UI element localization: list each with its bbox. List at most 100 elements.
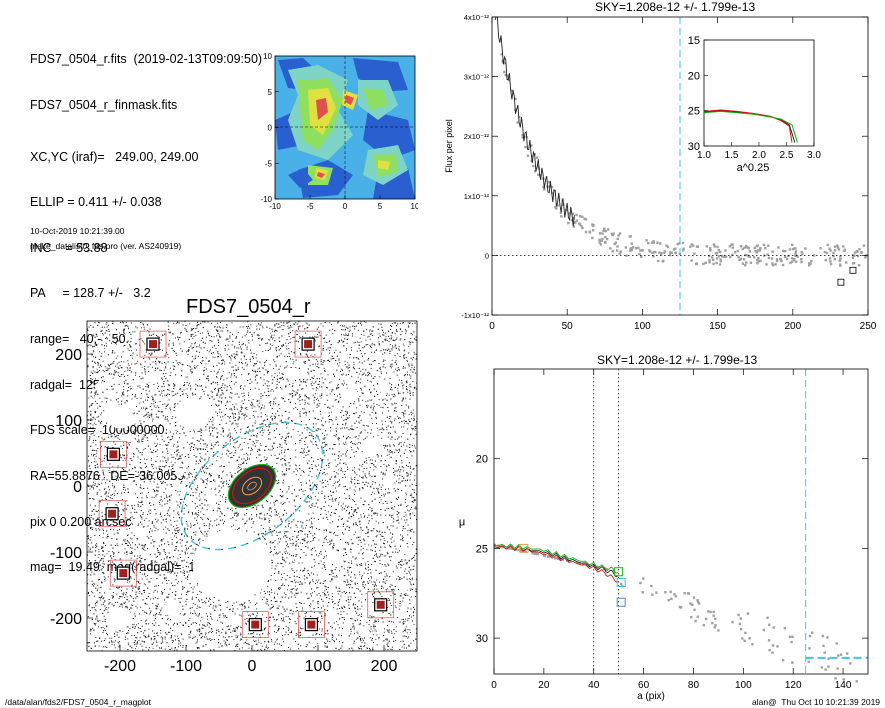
noise-pixel bbox=[125, 594, 127, 596]
noise-pixel bbox=[190, 587, 192, 588]
noise-pixel bbox=[147, 469, 149, 471]
noise-pixel bbox=[120, 374, 122, 376]
noise-pixel bbox=[344, 471, 346, 472]
noise-pixel bbox=[250, 405, 252, 407]
noise-pixel bbox=[402, 527, 404, 529]
noise-pixel bbox=[288, 462, 290, 464]
noise-pixel bbox=[270, 508, 272, 510]
data-point bbox=[619, 582, 623, 586]
noise-pixel bbox=[199, 542, 200, 544]
noise-pixel bbox=[280, 458, 282, 460]
noise-pixel bbox=[229, 437, 231, 439]
noise-pixel bbox=[254, 406, 256, 408]
noise-pixel bbox=[235, 635, 237, 637]
noise-pixel bbox=[88, 492, 89, 494]
noise-pixel bbox=[282, 583, 284, 585]
noise-pixel bbox=[193, 346, 195, 348]
noise-pixel bbox=[186, 523, 188, 525]
noise-pixel bbox=[134, 508, 136, 510]
noise-pixel bbox=[355, 341, 357, 343]
noise-pixel bbox=[263, 456, 265, 458]
noise-pixel bbox=[349, 583, 351, 585]
noise-pixel bbox=[293, 638, 295, 640]
data-point bbox=[746, 612, 750, 615]
noise-pixel bbox=[280, 612, 282, 614]
noise-pixel bbox=[401, 564, 403, 566]
noise-pixel bbox=[387, 588, 389, 590]
noise-pixel bbox=[272, 542, 274, 543]
noise-pixel bbox=[339, 362, 341, 364]
noise-pixel bbox=[126, 553, 128, 555]
noise-pixel bbox=[298, 397, 300, 399]
data-point bbox=[782, 249, 785, 253]
data-point bbox=[853, 254, 856, 257]
noise-pixel bbox=[173, 526, 175, 528]
noise-pixel bbox=[163, 491, 165, 493]
noise-pixel bbox=[99, 620, 101, 622]
noise-pixel bbox=[148, 520, 150, 522]
noise-pixel bbox=[304, 537, 306, 539]
noise-pixel bbox=[288, 411, 290, 413]
noise-pixel bbox=[107, 446, 109, 448]
noise-pixel bbox=[344, 574, 346, 576]
noise-pixel bbox=[101, 340, 103, 342]
data-point bbox=[779, 258, 783, 261]
noise-pixel bbox=[394, 418, 396, 420]
noise-pixel bbox=[170, 372, 172, 374]
noise-pixel bbox=[301, 524, 303, 526]
noise-pixel bbox=[278, 372, 280, 374]
noise-pixel bbox=[295, 548, 297, 550]
noise-pixel bbox=[331, 497, 333, 499]
noise-pixel bbox=[159, 499, 161, 501]
noise-pixel bbox=[298, 464, 300, 466]
noise-pixel bbox=[383, 463, 385, 465]
noise-pixel bbox=[281, 415, 283, 417]
noise-pixel bbox=[375, 349, 377, 351]
noise-pixel bbox=[406, 563, 408, 565]
noise-pixel bbox=[286, 545, 288, 547]
noise-pixel bbox=[208, 421, 210, 423]
noise-pixel bbox=[133, 578, 135, 580]
noise-pixel bbox=[226, 645, 228, 647]
noise-pixel bbox=[173, 433, 175, 435]
noise-pixel bbox=[251, 401, 252, 403]
noise-pixel bbox=[156, 494, 158, 495]
data-point bbox=[786, 257, 789, 261]
noise-pixel bbox=[88, 595, 90, 597]
noise-pixel bbox=[149, 503, 150, 504]
noise-pixel bbox=[169, 340, 171, 342]
noise-pixel bbox=[167, 470, 169, 472]
noise-pixel bbox=[304, 441, 306, 442]
noise-pixel bbox=[254, 387, 256, 389]
x-tick-label: 150 bbox=[709, 321, 726, 332]
noise-pixel bbox=[297, 588, 298, 590]
noise-pixel bbox=[253, 649, 255, 651]
noise-pixel bbox=[192, 328, 193, 330]
noise-pixel bbox=[344, 424, 346, 426]
noise-pixel bbox=[143, 401, 144, 403]
data-point bbox=[745, 244, 748, 248]
noise-pixel bbox=[245, 606, 246, 608]
noise-pixel bbox=[320, 397, 322, 399]
data-point bbox=[812, 254, 816, 257]
noise-pixel bbox=[262, 350, 264, 352]
data-point bbox=[641, 249, 644, 252]
noise-pixel bbox=[88, 465, 90, 467]
noise-pixel bbox=[127, 360, 129, 362]
noise-pixel bbox=[406, 422, 408, 424]
noise-pixel bbox=[237, 426, 239, 428]
noise-pixel bbox=[297, 326, 299, 328]
noise-pixel bbox=[326, 630, 328, 632]
noise-pixel bbox=[166, 503, 168, 505]
noise-pixel bbox=[88, 423, 90, 425]
noise-pixel bbox=[244, 438, 246, 439]
noise-pixel bbox=[124, 487, 126, 489]
noise-pixel bbox=[402, 433, 404, 434]
noise-pixel bbox=[357, 381, 359, 383]
data-point bbox=[556, 557, 560, 560]
data-point bbox=[717, 629, 720, 632]
noise-pixel bbox=[363, 581, 365, 583]
noise-pixel bbox=[110, 399, 112, 401]
noise-pixel bbox=[295, 393, 297, 395]
noise-pixel bbox=[347, 335, 349, 336]
